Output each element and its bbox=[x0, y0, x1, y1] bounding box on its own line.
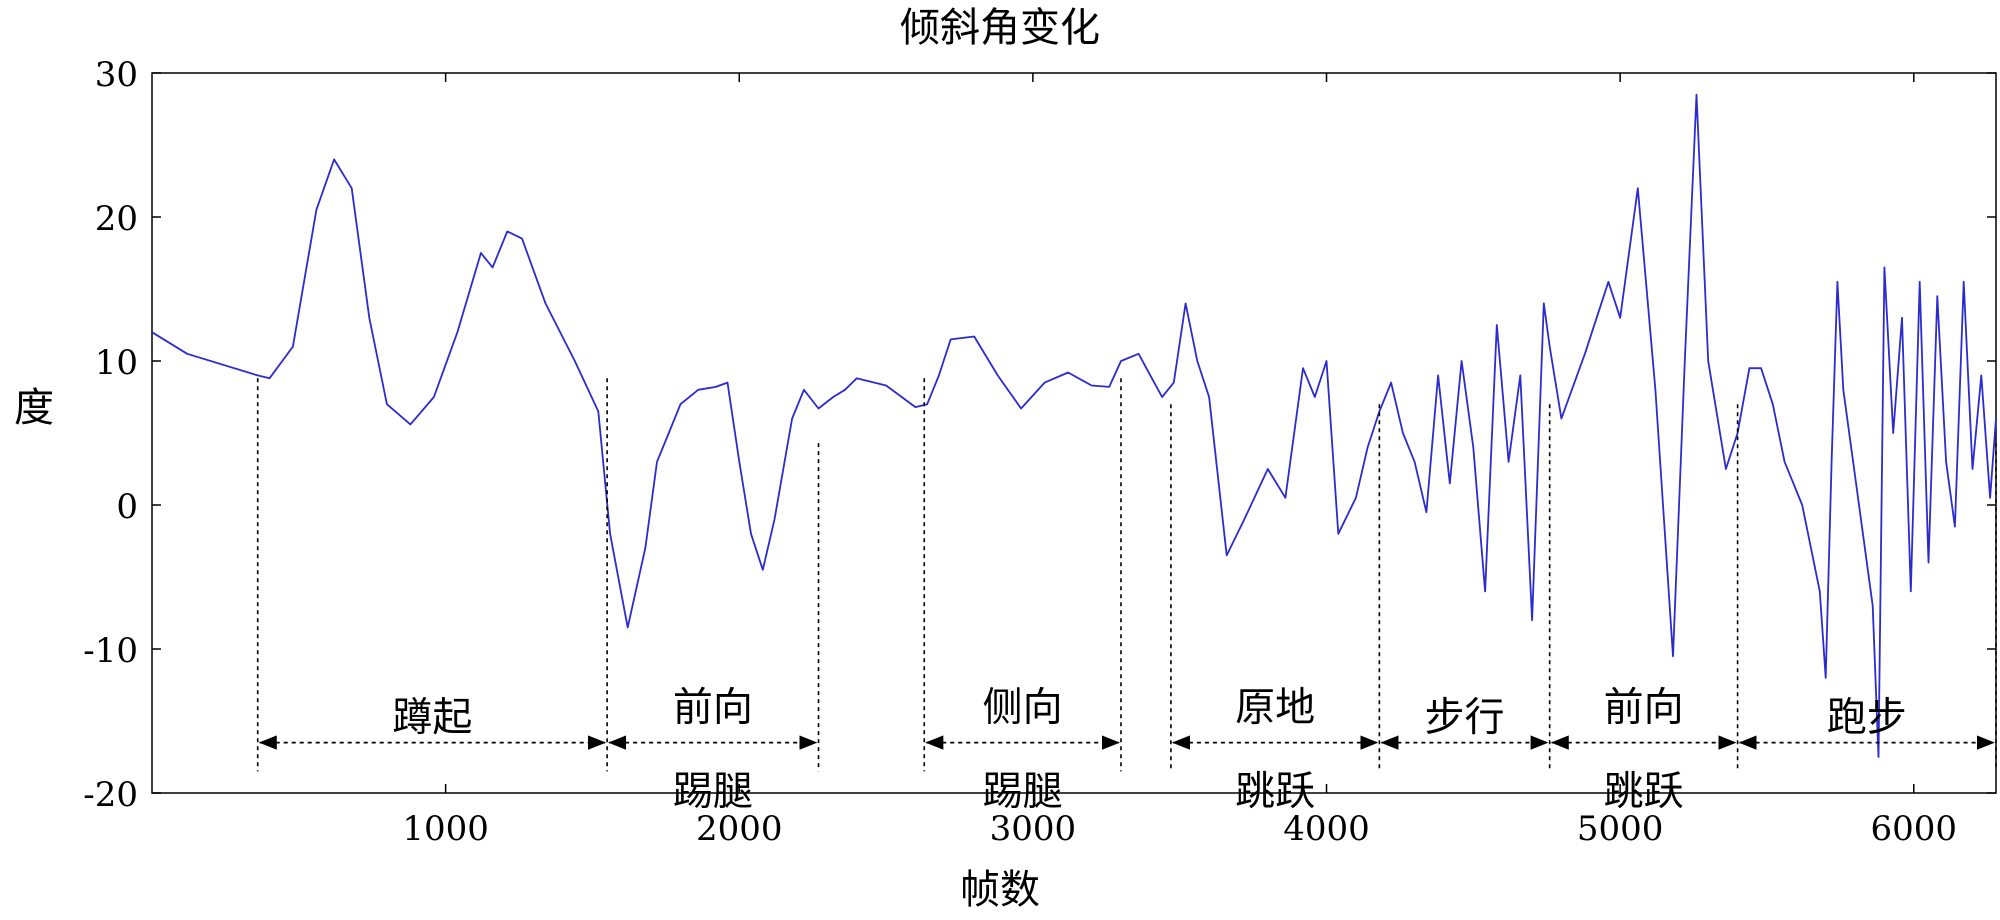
y-tick-label: -10 bbox=[83, 631, 138, 671]
segment-label-line1: 前向 bbox=[673, 685, 753, 731]
y-tick-label: -20 bbox=[83, 775, 138, 815]
segment-label-line2: 踢腿 bbox=[983, 769, 1063, 815]
segment-label-line2: 跳跃 bbox=[1604, 769, 1684, 815]
segment-label: 跑步 bbox=[1827, 695, 1907, 741]
y-tick-label: 20 bbox=[95, 199, 138, 239]
segment-label-line1: 侧向 bbox=[983, 685, 1063, 731]
y-axis-label: 度 bbox=[14, 385, 54, 431]
segment-label: 蹲起 bbox=[392, 695, 472, 741]
segment-label-line2: 踢腿 bbox=[673, 769, 753, 815]
x-tick-label: 6000 bbox=[1871, 809, 1958, 849]
segment-label-line2: 跳跃 bbox=[1235, 769, 1315, 815]
segment-label-line1: 原地 bbox=[1235, 685, 1315, 731]
y-tick-label: 0 bbox=[116, 487, 138, 527]
x-tick-label: 3000 bbox=[990, 809, 1077, 849]
series-line-0 bbox=[151, 93, 1997, 758]
segment-label: 步行 bbox=[1425, 695, 1505, 741]
x-axis-label: 帧数 bbox=[960, 867, 1040, 913]
y-tick-label: 10 bbox=[95, 343, 138, 383]
segment-label-line1: 前向 bbox=[1604, 685, 1684, 731]
chart-title: 倾斜角变化 bbox=[900, 5, 1100, 51]
x-tick-label: 1000 bbox=[402, 809, 489, 849]
x-tick-label: 2000 bbox=[696, 809, 783, 849]
x-tick-label: 5000 bbox=[1577, 809, 1664, 849]
y-tick-label: 30 bbox=[95, 55, 138, 95]
plot-frame bbox=[151, 72, 1997, 794]
x-tick-label: 4000 bbox=[1283, 809, 1370, 849]
